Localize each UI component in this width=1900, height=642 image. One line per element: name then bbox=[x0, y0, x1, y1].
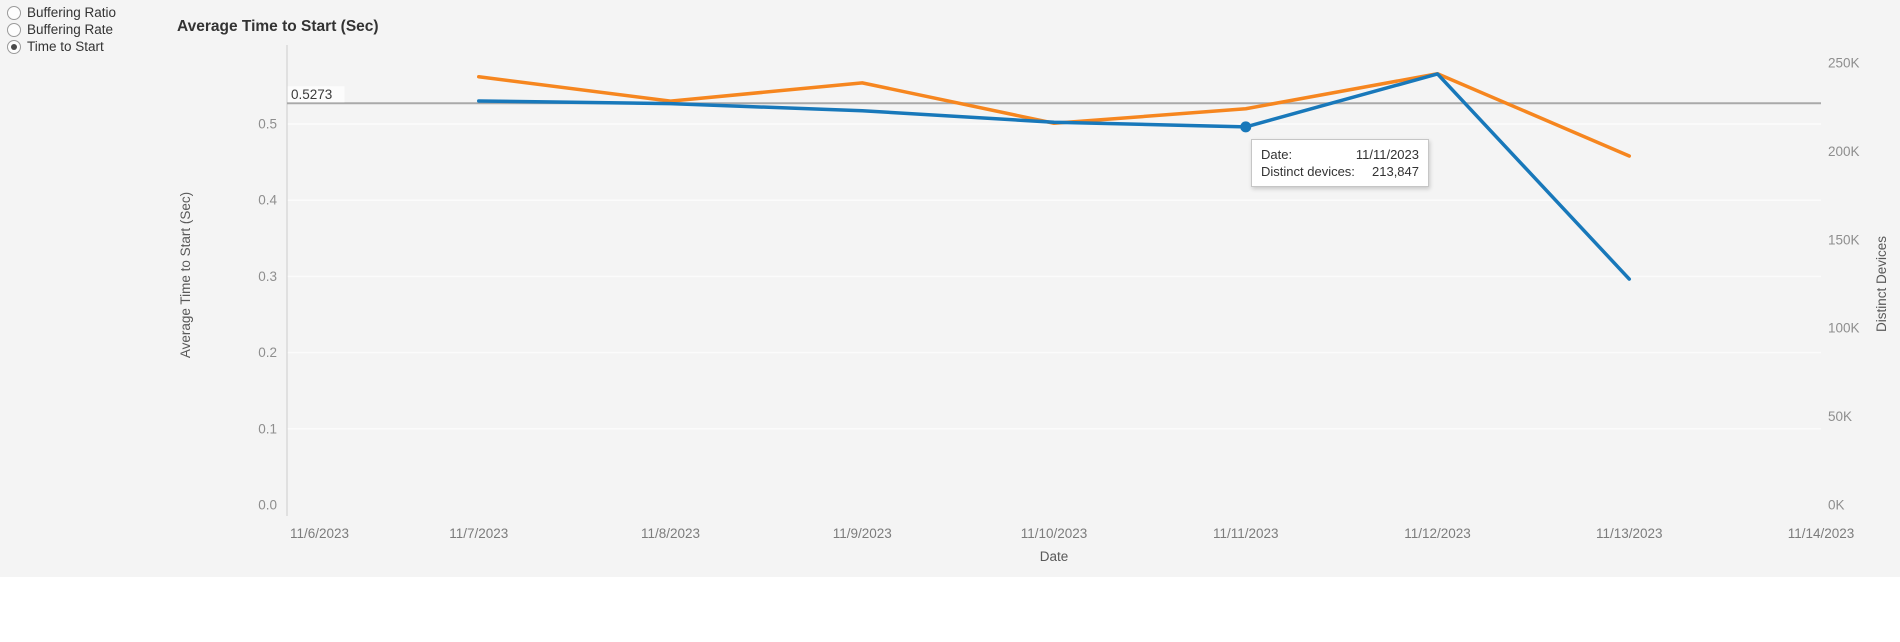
tooltip-date-value: 11/11/2023 bbox=[1355, 147, 1419, 162]
tooltip-date-label: Date: bbox=[1261, 147, 1293, 162]
line-chart: 0.5273 0.0 0.1 0.2 0.3 0.4 0.5 0K 50K 100K 150K 200… bbox=[178, 45, 1889, 564]
radio-label: Time to Start bbox=[27, 39, 104, 54]
chart-panel: Buffering Ratio Buffering Rate Time to S… bbox=[0, 0, 1900, 577]
y-right-tick-label: 250K bbox=[1828, 56, 1860, 71]
series-line-distinct-devices[interactable] bbox=[477, 72, 1631, 281]
radio-time-to-start[interactable]: Time to Start bbox=[7, 38, 116, 55]
y-right-tick-label: 50K bbox=[1828, 409, 1852, 424]
chart-tooltip: Date: 11/11/2023 Distinct devices: 213,8… bbox=[1251, 139, 1429, 187]
x-tick-label: 11/8/2023 bbox=[641, 526, 700, 541]
y-left-tick-label: 0.5 bbox=[258, 117, 277, 132]
radio-buffering-rate[interactable]: Buffering Rate bbox=[7, 21, 116, 38]
y-left-tick-label: 0.2 bbox=[258, 345, 277, 360]
chart-title: Average Time to Start (Sec) bbox=[177, 18, 379, 35]
measurement-radio-group: Buffering Ratio Buffering Rate Time to S… bbox=[7, 4, 116, 55]
radio-label: Buffering Ratio bbox=[27, 5, 117, 20]
radio-label: Buffering Rate bbox=[27, 22, 114, 37]
radio-buffering-ratio[interactable]: Buffering Ratio bbox=[7, 4, 116, 21]
tooltip-devices-label: Distinct devices: bbox=[1261, 164, 1355, 179]
x-tick-label: 11/10/2023 bbox=[1021, 526, 1088, 541]
series-line-selected-measurement[interactable] bbox=[477, 71, 1631, 158]
y-left-axis-title: Average Time to Start (Sec) bbox=[178, 192, 193, 358]
y-left-tick-label: 0.4 bbox=[258, 193, 277, 208]
y-left-tick-label: 0.3 bbox=[258, 269, 277, 284]
x-tick-label: 11/12/2023 bbox=[1404, 526, 1471, 541]
tooltip-devices-value: 213,847 bbox=[1372, 164, 1419, 179]
y-right-tick-label: 100K bbox=[1828, 321, 1860, 336]
hovered-data-point[interactable] bbox=[1240, 121, 1252, 133]
tooltip-date-row: Date: 11/11/2023 bbox=[1261, 146, 1419, 163]
y-left-tick-label: 0.1 bbox=[258, 421, 277, 436]
x-axis-title: Date bbox=[1040, 549, 1069, 564]
y-left-tick-label: 0.0 bbox=[258, 498, 277, 513]
y-right-axis-title: Distinct Devices bbox=[1874, 236, 1889, 332]
x-tick-label: 11/11/2023 bbox=[1213, 526, 1279, 541]
y-right-tick-label: 0K bbox=[1828, 498, 1845, 513]
radio-icon[interactable] bbox=[7, 22, 21, 37]
chart-legend: Distinct Devices Selected Measurement bbox=[0, 577, 1900, 642]
x-tick-label: 11/9/2023 bbox=[833, 526, 892, 541]
reference-line-label-box bbox=[287, 86, 345, 103]
reference-line-label: 0.5273 bbox=[291, 87, 332, 102]
x-tick-label: 11/6/2023 bbox=[290, 526, 349, 541]
radio-icon[interactable] bbox=[7, 39, 21, 54]
radio-icon[interactable] bbox=[7, 5, 21, 20]
y-right-tick-label: 150K bbox=[1828, 232, 1860, 247]
tooltip-devices-row: Distinct devices: 213,847 bbox=[1261, 163, 1419, 180]
x-tick-label: 11/7/2023 bbox=[449, 526, 508, 541]
x-tick-label: 11/14/2023 bbox=[1788, 526, 1855, 541]
y-right-tick-label: 200K bbox=[1828, 144, 1860, 159]
x-tick-label: 11/13/2023 bbox=[1596, 526, 1663, 541]
